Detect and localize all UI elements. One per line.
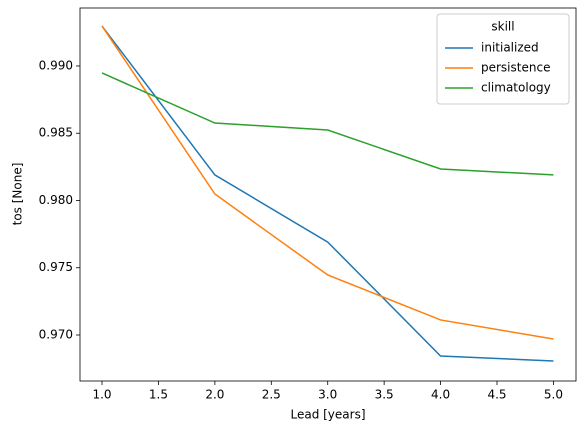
x-tick-label: 4.0 <box>431 388 450 402</box>
legend-title: skill <box>491 20 514 34</box>
x-tick-label: 2.5 <box>262 388 281 402</box>
y-axis-label: tos [None] <box>11 163 25 226</box>
legend-label: initialized <box>481 41 539 55</box>
y-tick-label: 0.970 <box>39 327 73 341</box>
x-tick-label: 4.5 <box>487 388 506 402</box>
x-tick-label: 3.0 <box>318 388 337 402</box>
y-tick-label: 0.975 <box>39 260 73 274</box>
line-series <box>101 25 554 362</box>
x-tick-label: 1.0 <box>92 388 111 402</box>
y-tick-label: 0.980 <box>39 193 73 207</box>
legend-box <box>436 13 570 105</box>
line-series <box>101 72 554 176</box>
legend-label: persistence <box>481 61 550 75</box>
x-axis-label: Lead [years] <box>290 408 365 422</box>
x-tick-label: 3.5 <box>375 388 394 402</box>
y-tick-label: 0.990 <box>39 58 73 72</box>
x-tick-label: 5.0 <box>544 388 563 402</box>
x-tick-label: 1.5 <box>149 388 168 402</box>
line-series <box>101 25 554 340</box>
x-tick-label: 2.0 <box>205 388 224 402</box>
legend-label: climatology <box>481 81 551 95</box>
y-tick-label: 0.985 <box>39 126 73 140</box>
